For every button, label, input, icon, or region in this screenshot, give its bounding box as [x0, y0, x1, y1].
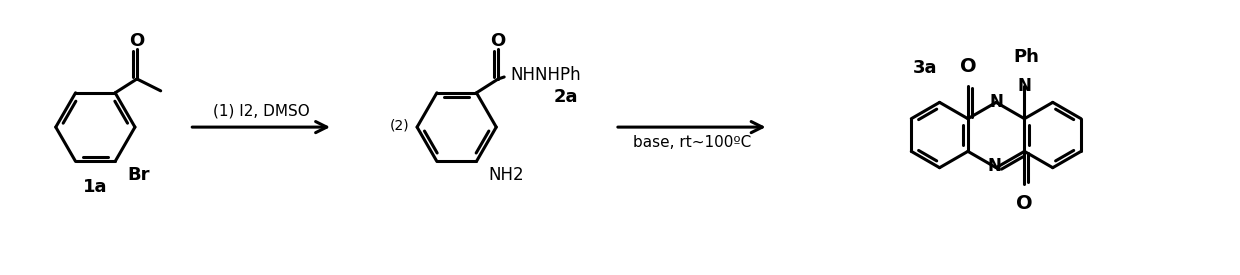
- Text: NHNHPh: NHNHPh: [511, 66, 582, 84]
- Text: base, rt~100ºC: base, rt~100ºC: [632, 136, 751, 150]
- Text: Br: Br: [126, 166, 150, 184]
- Text: N: N: [1018, 77, 1032, 95]
- Text: N: N: [987, 157, 1001, 175]
- Text: O: O: [129, 32, 145, 50]
- Text: O: O: [491, 32, 506, 50]
- Text: 2a: 2a: [553, 88, 578, 106]
- Text: (1) I2, DMSO: (1) I2, DMSO: [213, 104, 310, 119]
- Text: 1a: 1a: [83, 177, 108, 196]
- Text: Ph: Ph: [1013, 48, 1039, 66]
- Text: NH2: NH2: [489, 166, 525, 184]
- Text: 3a: 3a: [913, 59, 937, 77]
- Text: O: O: [1016, 194, 1033, 213]
- Text: (2): (2): [389, 118, 409, 132]
- Text: O: O: [960, 57, 976, 76]
- Text: N: N: [990, 93, 1003, 111]
